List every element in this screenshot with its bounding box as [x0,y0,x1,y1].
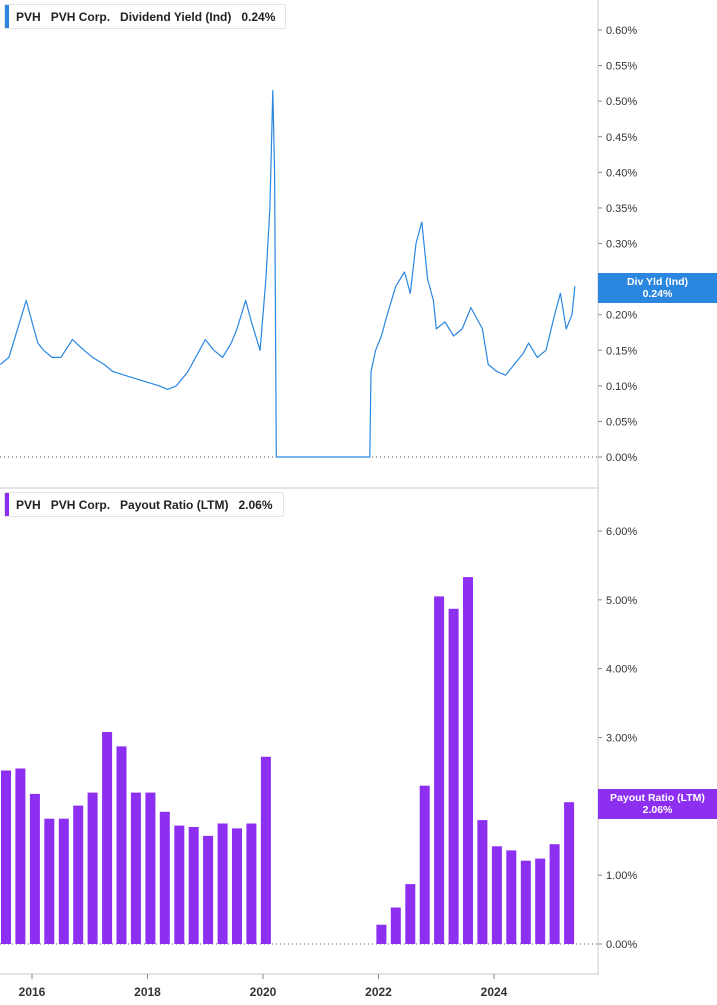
payout-flag-value: 2.06% [642,804,673,816]
yield-y-tick-label: 0.45% [606,132,637,144]
payout-bar [58,818,69,944]
yield-series-line [0,89,576,458]
payout-bar [203,835,214,944]
payout-y-tick-label: 0.00% [606,939,637,951]
payout-bar [491,846,502,944]
payout-bar [506,850,517,944]
payout-legend-company: PVH Corp. [50,497,111,512]
yield-legend-company: PVH Corp. [50,9,111,24]
payout-y-tick-label: 6.00% [606,526,637,538]
payout-bar [376,924,387,944]
payout-bar [15,768,26,944]
payout-bar [130,792,141,944]
payout-bar [145,792,156,944]
payout-bar [246,823,257,944]
payout-bar [448,608,459,944]
yield-y-tick-label: 0.50% [606,96,637,108]
yield-y-tick-label: 0.30% [606,239,637,251]
payout-y-tick-label: 3.00% [606,733,637,745]
x-tick-label: 2022 [365,985,392,999]
yield-last-value-flag: Div Yld (Ind) 0.24% [598,273,717,303]
yield-y-tick-label: 0.60% [606,25,637,37]
payout-bar [477,820,488,944]
x-tick-label: 2018 [134,985,161,999]
x-tick-label: 2020 [250,985,277,999]
yield-y-tick-label: 0.55% [606,61,637,73]
yield-y-tick-label: 0.40% [606,167,637,179]
yield-legend-swatch [5,5,9,28]
yield-y-tick-label: 0.20% [606,310,637,322]
payout-bar [549,844,560,944]
payout-bar [1,770,11,944]
payout-y-tick-label: 4.00% [606,664,637,676]
payout-bar [73,805,84,944]
payout-bar [405,884,416,944]
payout-bar [159,811,170,944]
payout-bar [87,792,98,944]
payout-bar [174,825,185,944]
yield-y-tick-label: 0.15% [606,345,637,357]
payout-bar [188,827,199,944]
yield-legend[interactable]: PVH PVH Corp. Dividend Yield (Ind) 0.24% [4,4,287,29]
payout-legend[interactable]: PVH PVH Corp. Payout Ratio (LTM) 2.06% [4,492,284,517]
payout-bar [419,785,430,944]
yield-legend-ticker: PVH [16,9,41,24]
yield-flag-value: 0.24% [642,288,673,300]
payout-legend-swatch [5,493,9,516]
payout-legend-ticker: PVH [16,497,41,512]
payout-bar [232,828,242,944]
payout-bar [463,577,473,944]
payout-bar [390,907,401,944]
yield-y-tick-label: 0.35% [606,203,637,215]
payout-legend-metric: Payout Ratio (LTM) [120,497,229,512]
yield-y-tick-label: 0.00% [606,452,637,464]
payout-y-tick-label: 1.00% [606,870,637,882]
yield-legend-value: 0.24% [241,9,276,24]
payout-bar [44,818,55,944]
payout-bar [102,732,113,944]
payout-bar [29,793,40,944]
payout-bar [535,858,546,944]
payout-bar [116,746,127,944]
yield-y-tick-label: 0.10% [606,381,637,393]
payout-bar [217,823,228,944]
x-tick-label: 2024 [481,985,508,999]
payout-bar [434,596,445,944]
payout-flag-label: Payout Ratio (LTM) [610,792,705,804]
yield-flag-label: Div Yld (Ind) [626,276,689,288]
yield-y-tick-label: 0.05% [606,416,637,428]
payout-bar [564,802,575,944]
payout-legend-value: 2.06% [238,497,273,512]
payout-y-tick-label: 5.00% [606,595,637,607]
payout-bar [260,756,271,944]
payout-bar [520,860,531,944]
yield-legend-metric: Dividend Yield (Ind) [120,9,232,24]
payout-last-value-flag: Payout Ratio (LTM) 2.06% [598,789,717,819]
x-tick-label: 2016 [19,985,46,999]
